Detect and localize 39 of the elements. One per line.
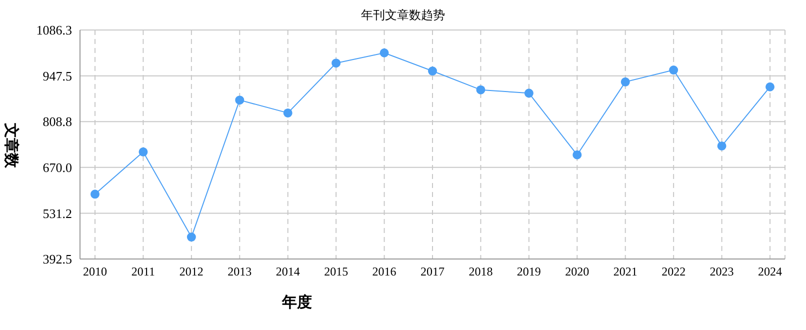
chart-title: 年刊文章数趋势 — [360, 7, 446, 24]
point — [283, 108, 292, 118]
x-tick-label: 2011 — [131, 264, 155, 279]
point — [186, 232, 196, 242]
x-tick-label: 2022 — [662, 264, 686, 279]
point — [380, 48, 389, 58]
x-tick-label: 2016 — [372, 264, 396, 279]
x-tick-label: 2024 — [758, 264, 782, 279]
x-tick-label: 2019 — [516, 264, 541, 279]
x-tick-label: 2018 — [468, 264, 493, 279]
x-tick-label: 2023 — [710, 264, 734, 279]
point — [476, 85, 486, 94]
point — [669, 66, 678, 75]
point — [572, 150, 582, 160]
x-tick-label: 2010 — [83, 264, 107, 279]
y-tick-label: 392.5 — [42, 252, 72, 267]
x-tick-label: 2013 — [228, 264, 252, 279]
x-tick-label: 2021 — [613, 264, 638, 279]
x-tick-label: 2014 — [276, 264, 300, 279]
x-tick-label: 2015 — [324, 264, 348, 279]
point — [332, 58, 341, 68]
x-tick-label: 2020 — [565, 264, 590, 279]
y-tick-label: 531.2 — [42, 206, 72, 221]
point — [138, 147, 148, 156]
point — [90, 190, 100, 199]
y-tick-label: 808.8 — [42, 114, 72, 130]
x-tick-label: 2017 — [420, 264, 444, 279]
x-tick-label: 2012 — [179, 264, 204, 279]
y-tick-label: 1086.3 — [36, 22, 72, 38]
y-axis-title: 文章数 — [2, 122, 20, 170]
point — [235, 96, 244, 105]
point — [766, 82, 774, 92]
x-axis-title: 年度 — [280, 293, 313, 312]
y-tick-label: 947.5 — [42, 68, 72, 84]
point — [428, 66, 437, 76]
y-tick-label: 670.0 — [42, 160, 72, 176]
point — [620, 77, 630, 86]
point — [524, 88, 534, 98]
point — [717, 141, 726, 150]
